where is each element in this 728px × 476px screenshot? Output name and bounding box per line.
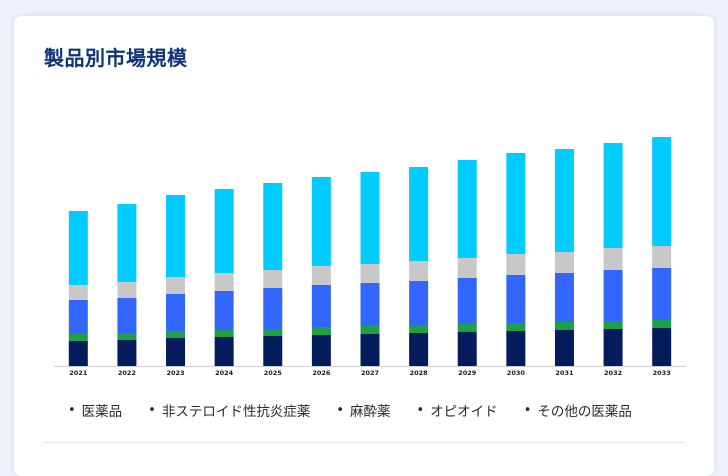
bar-segment-2022-s1 bbox=[117, 333, 137, 340]
legend-bullet-icon: • bbox=[523, 402, 532, 418]
legend-label: 麻酔薬 bbox=[350, 404, 391, 420]
legend-bullet-icon: • bbox=[416, 402, 425, 418]
x-tick-label-2027: 2027 bbox=[361, 369, 379, 377]
bar-segment-2030-s1 bbox=[506, 323, 526, 331]
bar-segment-2024-s4 bbox=[214, 189, 234, 273]
legend-label: その他の医薬品 bbox=[537, 404, 632, 420]
bar-segment-2026-s0 bbox=[311, 335, 331, 366]
bar-segment-2030-s0 bbox=[506, 331, 526, 366]
bar-segment-2026-s2 bbox=[311, 285, 331, 327]
bar-segment-2022-s0 bbox=[117, 340, 137, 366]
bar-segment-2028-s3 bbox=[409, 261, 429, 281]
legend-item: • 麻酔薬 bbox=[336, 400, 391, 421]
bar-segment-2025-s2 bbox=[263, 288, 283, 329]
x-tick-label-2029: 2029 bbox=[458, 369, 477, 377]
bar-segment-2024-s3 bbox=[214, 273, 234, 291]
bar-segment-2029-s1 bbox=[457, 324, 477, 332]
bar-segment-2031-s4 bbox=[554, 149, 574, 252]
legend-item: • オピオイド bbox=[416, 400, 498, 421]
x-tick-label-2023: 2023 bbox=[166, 369, 184, 377]
bar-segment-2025-s4 bbox=[263, 183, 283, 270]
bar-segment-2031-s1 bbox=[554, 322, 574, 330]
bar-segment-2029-s0 bbox=[457, 332, 477, 366]
chart-card: 製品別市場規模 2021 2022 2023 2024 2025 2026 2027 2028… bbox=[14, 16, 714, 476]
legend-item: • 非ステロイド性抗炎症薬 bbox=[148, 400, 311, 421]
legend-bullet-icon: • bbox=[148, 402, 156, 418]
divider bbox=[42, 442, 686, 443]
bar-segment-2032-s4 bbox=[603, 143, 623, 248]
bar-segment-2030-s4 bbox=[506, 153, 526, 254]
bar-segment-2033-s4 bbox=[652, 137, 672, 246]
bar-segment-2023-s4 bbox=[166, 195, 186, 277]
bar-segment-2021-s0 bbox=[68, 341, 88, 366]
bar-segment-2032-s1 bbox=[603, 321, 623, 329]
bar-segment-2025-s3 bbox=[263, 270, 283, 288]
x-tick-label-2022: 2022 bbox=[118, 369, 136, 377]
bar-segment-2028-s1 bbox=[409, 325, 429, 333]
bar-segment-2027-s1 bbox=[360, 326, 380, 334]
bar-segment-2029-s2 bbox=[457, 278, 477, 324]
bar-segment-2033-s1 bbox=[652, 320, 672, 328]
bar-segment-2026-s1 bbox=[311, 327, 331, 335]
bar-segment-2021-s3 bbox=[68, 285, 88, 300]
bar-segment-2022-s2 bbox=[117, 298, 137, 333]
bar-segment-2024-s0 bbox=[214, 337, 234, 366]
bar-segment-2033-s3 bbox=[652, 246, 672, 268]
bar-segment-2028-s2 bbox=[409, 281, 429, 325]
bar-segment-2033-s0 bbox=[652, 328, 672, 366]
bar-segment-2030-s2 bbox=[506, 275, 526, 323]
bar-segment-2031-s2 bbox=[554, 273, 574, 322]
bar-segment-2026-s3 bbox=[311, 266, 331, 285]
bar-segment-2027-s3 bbox=[360, 264, 380, 283]
x-tick-label-2025: 2025 bbox=[264, 369, 283, 377]
x-tick-label-2021: 2021 bbox=[69, 369, 88, 377]
x-tick-label-2032: 2032 bbox=[604, 369, 622, 377]
bar-segment-2023-s3 bbox=[166, 277, 186, 294]
bar-segment-2026-s4 bbox=[311, 177, 331, 266]
bar-segment-2032-s3 bbox=[603, 248, 623, 270]
legend-item: • 医薬品 bbox=[68, 400, 123, 421]
bar-segment-2024-s1 bbox=[214, 330, 234, 337]
bar-segment-2024-s2 bbox=[214, 291, 234, 330]
bar-segment-2031-s3 bbox=[554, 252, 574, 273]
bar-segment-2022-s3 bbox=[117, 282, 137, 298]
x-tick-label-2030: 2030 bbox=[507, 369, 526, 377]
bar-segment-2027-s4 bbox=[360, 172, 380, 264]
bar-segment-2027-s0 bbox=[360, 334, 380, 366]
legend-bullet-icon: • bbox=[336, 402, 345, 418]
x-tick-label-2028: 2028 bbox=[410, 369, 429, 377]
bar-segment-2021-s4 bbox=[68, 211, 88, 285]
x-tick-label-2026: 2026 bbox=[312, 369, 331, 377]
legend-item: • その他の医薬品 bbox=[523, 400, 632, 421]
bar-segment-2023-s2 bbox=[166, 294, 186, 331]
bar-segment-2030-s3 bbox=[506, 254, 526, 275]
bar-segment-2023-s0 bbox=[166, 338, 186, 366]
legend-label: 医薬品 bbox=[81, 404, 123, 420]
x-tick-label-2033: 2033 bbox=[653, 369, 671, 377]
x-tick-label-2024: 2024 bbox=[215, 369, 234, 377]
x-tick-label-2031: 2031 bbox=[555, 369, 574, 377]
bar-segment-2021-s1 bbox=[68, 334, 88, 341]
legend-label: オピオイド bbox=[430, 404, 498, 420]
bar-segment-2033-s2 bbox=[652, 268, 672, 320]
bar-segment-2022-s4 bbox=[117, 204, 137, 282]
legend-label: 非ステロイド性抗炎症薬 bbox=[161, 404, 311, 420]
bar-segment-2023-s1 bbox=[166, 331, 186, 338]
bar-segment-2027-s2 bbox=[360, 283, 380, 326]
bar-segment-2032-s2 bbox=[603, 270, 623, 321]
bar-segment-2029-s3 bbox=[457, 258, 477, 278]
bar-segment-2031-s0 bbox=[554, 330, 574, 366]
bar-segment-2028-s0 bbox=[409, 333, 429, 366]
bar-segment-2032-s0 bbox=[603, 329, 623, 366]
stacked-bar-chart: 2021 2022 2023 2024 2025 2026 2027 2028 2029 2030… bbox=[54, 137, 686, 377]
legend-bullet-icon: • bbox=[68, 402, 76, 418]
bar-segment-2025-s1 bbox=[263, 329, 283, 336]
chart-title: 製品別市場規模 bbox=[44, 46, 188, 70]
chart-legend: • 医薬品 • 非ステロイド性抗炎症薬 • 麻酔薬 • オピオイド • その他の医薬品 bbox=[68, 400, 632, 421]
bar-segment-2029-s4 bbox=[457, 160, 477, 258]
bar-segment-2025-s0 bbox=[263, 336, 283, 366]
bar-segment-2021-s2 bbox=[68, 300, 88, 334]
bar-segment-2028-s4 bbox=[409, 167, 429, 261]
